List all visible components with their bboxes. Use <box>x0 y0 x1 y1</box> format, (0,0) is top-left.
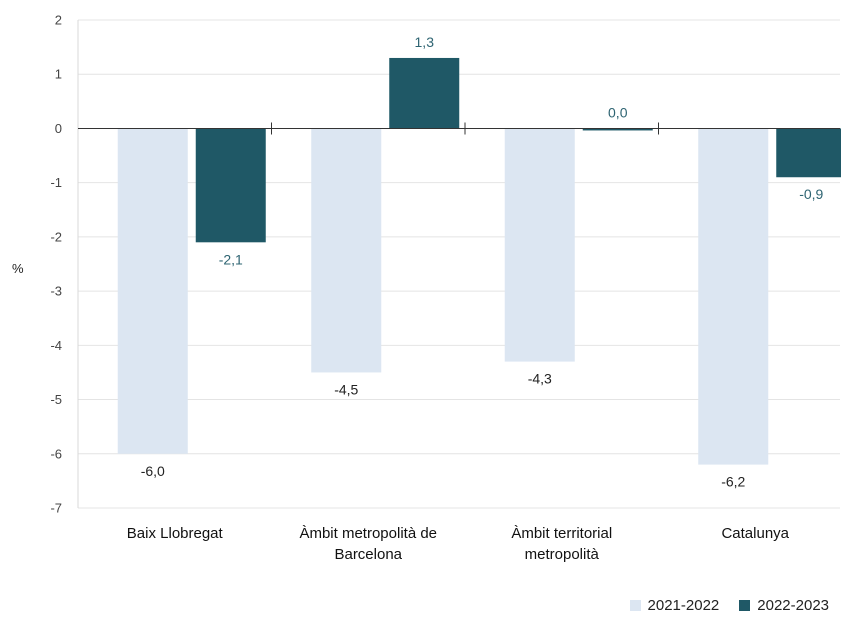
legend-label: 2022-2023 <box>757 597 829 614</box>
data-label: -2,1 <box>219 251 243 267</box>
legend-swatch <box>629 600 641 611</box>
category-label-line: Catalunya <box>721 525 789 542</box>
data-label: -6,0 <box>141 463 165 479</box>
y-tick-label: 1 <box>55 67 62 82</box>
data-label: -4,3 <box>528 371 552 387</box>
y-tick-label: -4 <box>50 338 62 353</box>
y-axis-label: % <box>12 261 24 276</box>
category-label: Baix Llobregat <box>127 525 224 542</box>
bar-1 <box>504 128 575 362</box>
legend-label: 2021-2022 <box>647 597 720 614</box>
category-labels: Baix Llobregat Àmbit metropolità de Barcel… <box>127 525 790 563</box>
y-tick-label: -1 <box>50 175 62 190</box>
y-tick-label: 0 <box>55 121 62 136</box>
category-label: Àmbit territorial metropolità <box>511 525 612 563</box>
category-label-line: Àmbit territorial <box>511 525 612 542</box>
bar-2 <box>582 128 653 131</box>
data-label: -4,5 <box>334 381 358 397</box>
legend: 2021-2022 2022-2023 <box>629 597 829 614</box>
bar-1 <box>117 128 188 454</box>
y-tick-label: -7 <box>50 501 62 516</box>
data-label: 1,3 <box>415 34 435 50</box>
data-label: -0,9 <box>799 186 823 202</box>
bar-2 <box>776 128 841 178</box>
data-label: -6,2 <box>721 474 745 490</box>
bar-1 <box>311 128 382 373</box>
zero-axis-line <box>78 122 840 135</box>
y-tick-label: -3 <box>50 284 62 299</box>
category-label-line: metropolità <box>525 546 600 563</box>
bar-2 <box>389 57 460 129</box>
category-label-line: Baix Llobregat <box>127 525 224 542</box>
y-tick-label: -6 <box>50 446 62 461</box>
data-label: 0,0 <box>608 104 628 120</box>
category-label-line: Barcelona <box>334 546 402 563</box>
bar-1 <box>698 128 769 465</box>
bars <box>117 57 841 465</box>
legend-item-series-2: 2022-2023 <box>739 597 829 614</box>
y-tick-label: -5 <box>50 392 62 407</box>
bar-2 <box>195 128 266 243</box>
y-axis: 2 1 0 -1 -2 -3 -4 -5 -6 -7 <box>50 13 79 516</box>
legend-swatch <box>739 600 751 611</box>
category-label: Àmbit metropolità de Barcelona <box>299 525 437 563</box>
y-tick-label: 2 <box>55 13 62 28</box>
category-label: Catalunya <box>721 525 789 542</box>
category-label-line: Àmbit metropolità de <box>299 525 437 542</box>
y-tick-label: -2 <box>50 229 62 244</box>
legend-item-series-1: 2021-2022 <box>629 597 720 614</box>
data-labels: -6,0 -4,5 -4,3 -6,2 -2,1 1,3 0,0 -0,9 <box>141 34 824 490</box>
